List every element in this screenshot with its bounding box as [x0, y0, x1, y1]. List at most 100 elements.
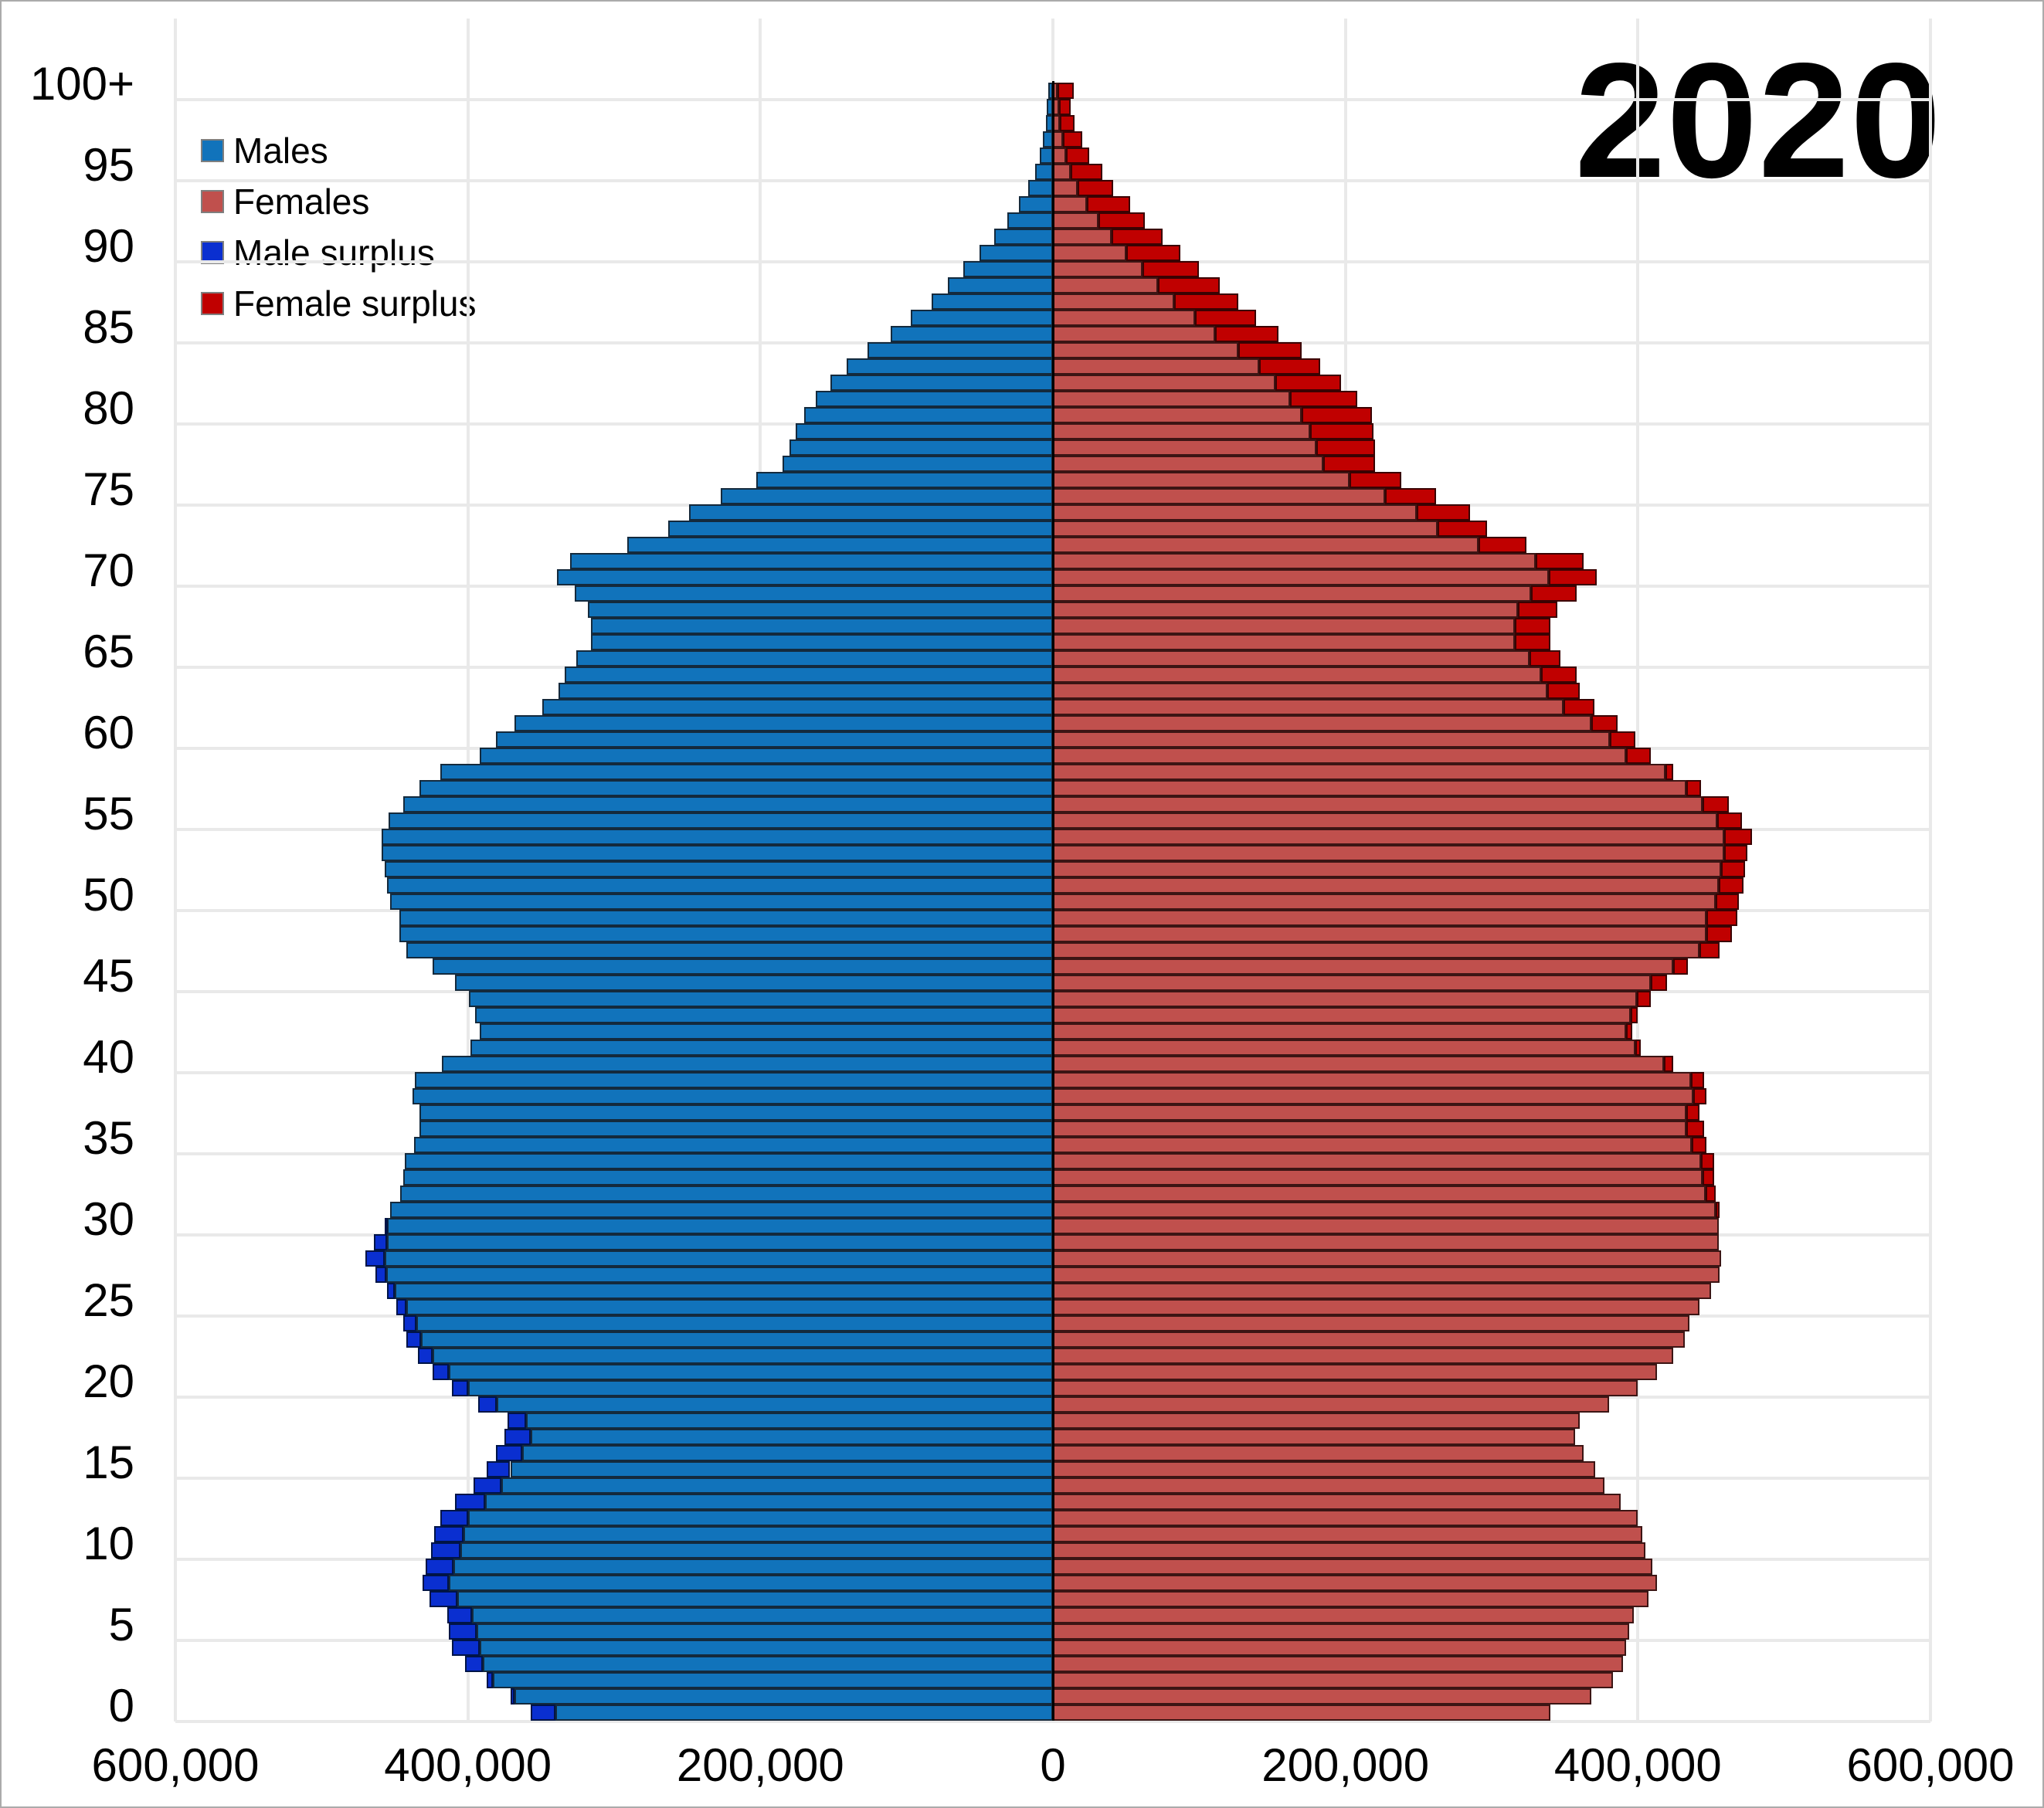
bar-female-age-51 — [1053, 877, 1719, 894]
bar-male-surplus-age-29 — [374, 1234, 388, 1250]
bar-female-age-72 — [1053, 537, 1479, 553]
bar-female-age-58 — [1053, 764, 1666, 780]
bar-female-surplus-age-41 — [1635, 1040, 1642, 1056]
bar-female-surplus-age-91 — [1111, 229, 1163, 245]
bar-male-age-51 — [387, 877, 1053, 894]
bar-male-age-69 — [574, 585, 1053, 602]
bar-male-surplus-age-17 — [504, 1429, 531, 1445]
bar-male-age-72 — [626, 537, 1053, 553]
bar-male-age-80 — [804, 407, 1053, 423]
bar-female-age-15 — [1053, 1461, 1596, 1477]
bar-female-surplus-age-72 — [1479, 537, 1527, 553]
bar-female-age-8 — [1053, 1575, 1657, 1591]
bar-female-surplus-age-83 — [1258, 358, 1321, 375]
bar-male-age-47 — [406, 942, 1053, 958]
bar-female-age-1 — [1053, 1688, 1591, 1705]
gridline-vertical — [1929, 19, 1932, 1722]
x-tick-label: 600,000 — [1846, 1739, 2015, 1791]
bar-female-age-0 — [1053, 1705, 1550, 1721]
bar-female-age-35 — [1053, 1137, 1693, 1153]
bar-female-age-54 — [1053, 829, 1725, 845]
bar-male-surplus-age-25 — [396, 1299, 407, 1315]
bar-female-age-34 — [1053, 1153, 1701, 1169]
bar-female-age-77 — [1053, 456, 1324, 472]
bar-female-age-68 — [1053, 602, 1519, 618]
bar-male-surplus-age-26 — [387, 1283, 395, 1299]
bar-male-age-86 — [911, 310, 1053, 326]
bar-male-surplus-age-3 — [464, 1656, 483, 1672]
bar-female-surplus-age-67 — [1515, 618, 1550, 634]
bar-female-age-12 — [1053, 1510, 1638, 1526]
bar-male-surplus-age-22 — [418, 1348, 433, 1364]
bar-male-age-89 — [963, 261, 1053, 277]
bar-male-surplus-age-6 — [447, 1607, 473, 1623]
bar-male-age-35 — [413, 1137, 1053, 1153]
bar-male-surplus-age-21 — [433, 1364, 449, 1380]
bar-female-age-21 — [1053, 1364, 1657, 1380]
y-tick-label: 100+ — [29, 58, 134, 110]
bar-female-age-85 — [1053, 326, 1216, 342]
bar-female-surplus-age-94 — [1078, 180, 1113, 196]
gridline-horizontal — [175, 1720, 1930, 1723]
bar-female-age-55 — [1053, 812, 1717, 829]
bar-female-age-9 — [1053, 1559, 1653, 1575]
bar-female-age-7 — [1053, 1591, 1648, 1607]
bar-female-surplus-age-47 — [1699, 942, 1720, 958]
bar-male-age-57 — [419, 780, 1053, 796]
bar-female-surplus-age-90 — [1126, 245, 1180, 261]
bar-male-age-52 — [384, 861, 1053, 877]
bar-male-age-58 — [440, 764, 1053, 780]
bar-male-surplus-age-0 — [531, 1705, 556, 1721]
y-tick-label: 55 — [83, 788, 134, 840]
bar-female-surplus-age-51 — [1718, 877, 1744, 894]
bar-male-age-63 — [558, 683, 1053, 699]
bar-female-surplus-age-39 — [1690, 1072, 1704, 1088]
bar-female-surplus-age-92 — [1098, 212, 1146, 229]
bar-female-age-73 — [1053, 521, 1438, 537]
bar-male-surplus-age-10 — [431, 1542, 461, 1559]
x-tick-label: 200,000 — [676, 1739, 844, 1791]
legend: Males Females Male surplus Female surplus — [201, 125, 476, 329]
bar-male-age-19 — [497, 1396, 1053, 1413]
bar-male-age-95 — [1035, 164, 1053, 180]
bar-male-age-41 — [470, 1040, 1053, 1056]
bar-male-age-94 — [1027, 180, 1053, 196]
bar-female-age-75 — [1053, 488, 1385, 504]
bar-female-age-91 — [1053, 229, 1112, 245]
bar-male-age-25 — [406, 1299, 1053, 1315]
chart-title: 2020 — [1574, 29, 1942, 212]
bar-female-age-20 — [1053, 1380, 1638, 1396]
bar-female-surplus-age-33 — [1702, 1169, 1714, 1186]
bar-male-age-79 — [795, 423, 1053, 439]
bar-female-surplus-age-74 — [1417, 504, 1470, 521]
bar-male-age-22 — [433, 1348, 1053, 1364]
bar-female-age-23 — [1053, 1331, 1685, 1348]
bar-female-age-48 — [1053, 926, 1707, 942]
bar-female-surplus-age-62 — [1563, 699, 1594, 715]
y-tick-label: 65 — [83, 626, 134, 677]
bar-female-surplus-age-75 — [1384, 488, 1437, 504]
bar-female-surplus-age-35 — [1692, 1137, 1707, 1153]
bar-male-age-92 — [1007, 212, 1053, 229]
x-tick-label: 600,000 — [91, 1739, 260, 1791]
center-axis-line — [1052, 81, 1054, 1721]
bar-female-age-86 — [1053, 310, 1195, 326]
bar-male-age-21 — [448, 1364, 1053, 1380]
bar-male-age-64 — [564, 667, 1053, 683]
bar-male-surplus-age-30 — [384, 1218, 388, 1234]
bar-female-age-53 — [1053, 845, 1725, 861]
bar-male-age-74 — [688, 504, 1053, 521]
bar-male-age-29 — [387, 1234, 1053, 1250]
bar-female-age-19 — [1053, 1396, 1609, 1413]
bar-female-age-6 — [1053, 1607, 1634, 1623]
y-tick-label: 5 — [108, 1599, 134, 1650]
bar-male-age-82 — [830, 375, 1053, 391]
legend-swatch-females — [201, 190, 224, 213]
bar-male-surplus-age-9 — [425, 1559, 453, 1575]
bar-female-age-41 — [1053, 1040, 1635, 1056]
bar-male-age-59 — [479, 748, 1053, 764]
y-tick-label: 80 — [83, 382, 134, 434]
bar-male-age-90 — [980, 245, 1053, 261]
bar-female-surplus-age-32 — [1705, 1186, 1716, 1202]
bar-female-age-69 — [1053, 585, 1532, 602]
